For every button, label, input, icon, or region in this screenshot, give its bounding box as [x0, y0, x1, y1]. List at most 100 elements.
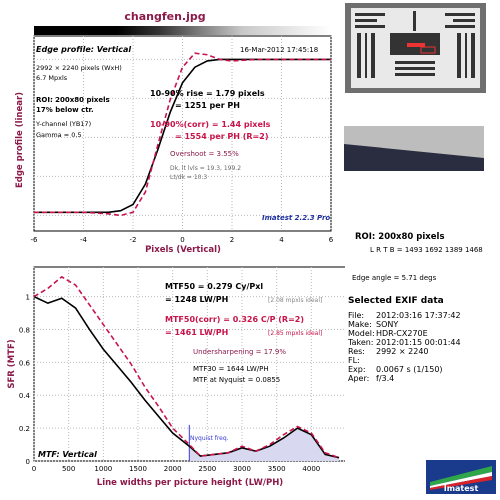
- mtf50-lw: = 1248 LW/PH: [165, 295, 228, 304]
- mtf-x-tick-label: 0: [32, 465, 36, 473]
- exif-row: Exp: 0.0067 s (1/150): [348, 365, 461, 374]
- exif-row: Aper: f/3.4: [348, 374, 461, 383]
- mtf-y-tick-label: 0.8: [19, 326, 30, 334]
- edge-x-tick-label: -6: [31, 236, 39, 244]
- exif-row: Model:HDR-CX270E: [348, 329, 461, 338]
- exif-row: Make: SONY: [348, 320, 461, 329]
- edge-ltdk: Lt/dk = 10.3: [170, 174, 207, 181]
- edge-corr: 10-90%(corr) = 1.44 pixels: [150, 120, 271, 129]
- mtf-y-ticks: 1 0.8 0.6 0.4 0.2 0: [19, 294, 31, 466]
- exif-key: Aper:: [348, 374, 370, 383]
- mtf-x-tick-label: 500: [62, 465, 75, 473]
- edge-x-tick-label: -4: [80, 236, 88, 244]
- mtf-x-tick-label: 4000: [302, 465, 320, 473]
- exif-value: 0.0067 s (1/150): [376, 365, 443, 374]
- edge-x-tick-label: 2: [230, 236, 234, 244]
- mtf-x-tick-label: 2500: [198, 465, 216, 473]
- mtf-x-tick-label: 3000: [233, 465, 251, 473]
- edge-gamma: Gamma = 0.5: [36, 131, 82, 139]
- nyquist-label: Nyquist freq.: [190, 435, 229, 442]
- side-roi: ROI: 200x80 pixels: [355, 232, 445, 242]
- edge-rise: 10-90% rise = 1.79 pixels: [150, 89, 265, 98]
- exif-key: File:: [348, 311, 365, 320]
- exif-key: Model:: [348, 329, 375, 338]
- mtf50-corr: MTF50(corr) = 0.326 C/P (R=2): [165, 315, 304, 324]
- edge-below: 17% below ctr.: [36, 106, 94, 114]
- imatest-logo-mark: Imatest: [426, 460, 496, 494]
- exif-row: File: 2012:03:16 17:37:42: [348, 311, 461, 320]
- mtf-fill-area: [189, 428, 340, 461]
- edge-rise-ph: = 1251 per PH: [175, 101, 240, 110]
- imatest-version: Imatest 2.2.3 Pro: [262, 214, 330, 222]
- edge-x-tick-label: 6: [329, 236, 334, 244]
- mtf-xlabel: Line widths per picture height (LW/PH): [97, 478, 284, 488]
- mtf-x-tick-label: 3500: [268, 465, 286, 473]
- undersharpening: Undersharpening = 17.9%: [193, 348, 286, 356]
- exif-value: f/3.4: [376, 374, 395, 383]
- edge-profile-corr-line: [34, 52, 331, 217]
- mtf-ylabel: SFR (MTF): [7, 339, 17, 388]
- exif-row: FL:: [348, 356, 461, 365]
- side-lrtb: L R T B = 1493 1692 1389 1468: [370, 246, 483, 254]
- exif-value: SONY: [376, 320, 399, 329]
- edge-dk: Dk, lt lvls = 19.3, 199.2: [170, 165, 241, 172]
- mtf-title: MTF: Vertical: [38, 450, 97, 459]
- edge-timestamp: 16-Mar-2012 17:45:18: [240, 46, 318, 54]
- exif-key: Res:: [348, 347, 365, 356]
- file-title: changfen.jpg: [124, 10, 206, 23]
- mtf-line: [33, 295, 340, 459]
- mtf50: MTF50 = 0.279 Cy/Pxl: [165, 282, 263, 291]
- mtf-chart: 0 500 1000 1500 2000 2500 3000 3500 4000 1 0.8 0.6…: [7, 266, 345, 488]
- mtf-x-tick-label: 1500: [129, 465, 147, 473]
- roi-crop-image: [344, 126, 484, 171]
- edge-channel: Y-channel (YB17): [35, 120, 91, 128]
- mtf50-corr-lw: = 1461 LW/PH: [165, 328, 228, 337]
- mtf-x-ticks: 0 500 1000 1500 2000 2500 3000 3500 4000: [32, 465, 320, 473]
- mtf-y-tick-label: 0.4: [19, 392, 31, 400]
- mtf30: MTF30 = 1644 LW/PH: [193, 365, 269, 373]
- edge-angle: Edge angle = 5.71 degs: [352, 274, 437, 282]
- edge-roi: ROI: 200x80 pixels: [36, 96, 110, 104]
- mtf-nyquist: MTF at Nyquist = 0.0855: [193, 376, 280, 384]
- edge-x-tick-label: 4: [279, 236, 284, 244]
- edge-profile-chart: -6 -4 -2 0 2 4 6 Edge profile: Vertical 16-Mar…: [15, 35, 334, 255]
- mtf-corr-line: [33, 275, 340, 459]
- exif-value: 2012:01:15 00:01:44: [376, 338, 461, 347]
- edge-overshoot: Overshoot = 3.55%: [170, 150, 239, 158]
- target-thumbnail-image: [351, 8, 480, 88]
- exif-key: Exp:: [348, 365, 366, 374]
- exif-title: Selected EXIF data: [348, 296, 444, 306]
- edge-x-tick-label: -2: [130, 236, 137, 244]
- imatest-logo: Imatest: [426, 460, 496, 494]
- edge-xlabel: Pixels (Vertical): [145, 245, 221, 255]
- exif-list: File: 2012:03:16 17:37:42 Make: SONY Model…: [348, 311, 461, 383]
- mtf50-ideal: [2.08 mpxls ideal]: [268, 297, 322, 304]
- exif-key: FL:: [348, 356, 360, 365]
- edge-ylabel: Edge profile (linear): [15, 92, 25, 188]
- edge-corr-ph: = 1554 per PH (R=2): [175, 132, 269, 141]
- exif-value: HDR-CX270E: [376, 329, 428, 338]
- exif-row: Taken: 2012:01:15 00:01:44: [348, 338, 461, 347]
- mtf-x-tick-label: 2000: [164, 465, 182, 473]
- edge-title: Edge profile: Vertical: [36, 45, 131, 54]
- edge-x-tick-label: 0: [180, 236, 184, 244]
- mtf-y-tick-label: 0.2: [19, 425, 30, 433]
- target-thumbnail: [345, 3, 486, 93]
- mtf50-corr-ideal: [2.85 mpxls ideal]: [268, 330, 322, 337]
- exif-key: Taken:: [348, 338, 374, 347]
- edge-mpxls: 6.7 Mpxls: [36, 74, 68, 82]
- exif-row: Res: 2992 × 2240: [348, 347, 461, 356]
- edge-grid: [33, 36, 332, 231]
- logo-text: Imatest: [444, 484, 479, 493]
- roi-crop: [344, 126, 484, 171]
- mtf-x-tick-label: 1000: [94, 465, 112, 473]
- edge-dims: 2992 × 2240 pixels (WxH): [36, 64, 122, 72]
- exif-key: Make:: [348, 320, 372, 329]
- mtf-y-tick-label: 1: [26, 294, 30, 302]
- gradient-bar: [34, 26, 331, 35]
- edge-x-ticks: -6 -4 -2 0 2 4 6: [31, 236, 334, 244]
- exif-value: 2992 × 2240: [376, 347, 429, 356]
- mtf-y-tick-label: 0: [26, 458, 30, 466]
- exif-value: 2012:03:16 17:37:42: [376, 311, 461, 320]
- mtf-y-tick-label: 0.6: [19, 359, 31, 367]
